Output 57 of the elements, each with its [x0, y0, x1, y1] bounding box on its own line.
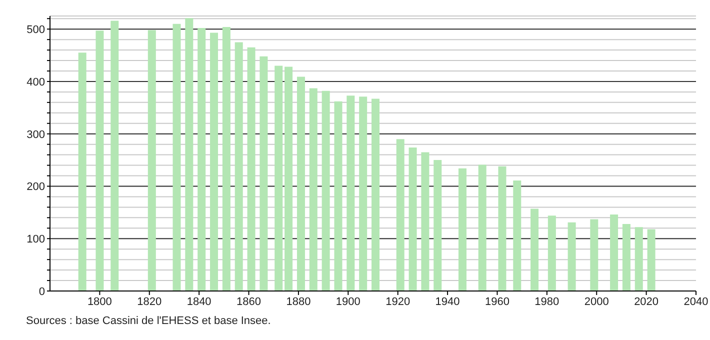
- bar: [346, 96, 355, 291]
- source-note: Sources : base Cassini de l'EHESS et base Insee.: [26, 315, 272, 327]
- x-tick-label: 1880: [286, 296, 311, 308]
- bar: [185, 18, 194, 291]
- x-tick-label: 2020: [634, 296, 659, 308]
- x-tick-label: 1900: [336, 296, 360, 308]
- y-tick-label: 100: [26, 234, 45, 246]
- x-tick-label: 1820: [137, 296, 162, 308]
- bar: [421, 152, 430, 291]
- bar: [96, 30, 104, 291]
- bar: [172, 24, 181, 291]
- bar: [234, 42, 243, 291]
- y-tick-label: 500: [26, 24, 45, 36]
- bar: [284, 66, 293, 291]
- x-tick-label: 1940: [435, 296, 460, 308]
- bar: [296, 76, 305, 291]
- x-tick-label: 1980: [534, 296, 560, 308]
- y-tick-label: 400: [26, 76, 45, 88]
- bar: [590, 219, 598, 291]
- bar: [408, 147, 417, 291]
- y-tick-label: 200: [26, 181, 45, 194]
- bar: [513, 180, 522, 291]
- x-tick-label: 1920: [386, 296, 410, 308]
- bar: [274, 66, 283, 291]
- x-tick-label: 1840: [186, 296, 212, 308]
- bar: [210, 32, 218, 291]
- y-tick-label: 0: [38, 286, 45, 298]
- bar: [434, 160, 442, 291]
- bar: [198, 28, 206, 291]
- bar: [334, 101, 342, 291]
- x-tick-label: 1960: [484, 296, 510, 308]
- bar: [247, 47, 256, 291]
- bar: [359, 96, 368, 291]
- bar: [568, 222, 576, 291]
- bar: [148, 30, 156, 291]
- bar: [478, 164, 486, 291]
- x-tick-label: 1860: [236, 296, 262, 308]
- bar: [610, 214, 618, 291]
- bar: [110, 20, 119, 291]
- bar: [647, 229, 656, 291]
- bar: [78, 52, 86, 291]
- bar: [458, 168, 466, 291]
- bar: [634, 227, 643, 291]
- bar: [396, 139, 404, 291]
- y-tick-label: 300: [26, 128, 45, 141]
- x-tick-label: 2040: [684, 296, 708, 308]
- bar: [530, 208, 539, 291]
- x-tick-label: 1800: [87, 296, 112, 308]
- bar: [309, 88, 318, 291]
- bar: [622, 224, 630, 291]
- bar: [260, 56, 268, 291]
- bar: [548, 216, 556, 291]
- bar: [372, 98, 380, 291]
- bar: [322, 90, 330, 291]
- x-tick-label: 2000: [584, 296, 609, 308]
- bar: [222, 27, 230, 291]
- bar: [498, 166, 506, 291]
